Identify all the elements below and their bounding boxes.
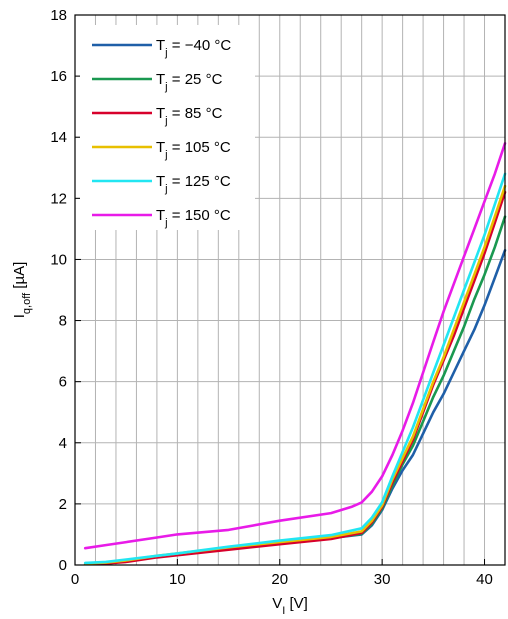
y-tick-label: 18 [50, 7, 67, 24]
legend-box [80, 25, 255, 230]
y-tick-label: 16 [50, 68, 67, 85]
x-tick-label: 20 [271, 571, 288, 588]
series-lines [83, 142, 507, 566]
legend: Tj = −40 °C Tj = 25 °C Tj = 85 °C Tj = 105 … [80, 25, 255, 230]
y-tick-label: 10 [50, 251, 67, 268]
y-axis-label: Iq,off [µA] [11, 262, 33, 319]
x-axis-label-unit: [V] [285, 595, 308, 612]
axis-ticks: 0 10 20 30 40 0 2 4 6 8 10 12 14 16 18 [50, 7, 493, 588]
x-tick-label: 30 [374, 571, 391, 588]
x-axis-label-main: V [272, 595, 282, 612]
x-tick-label: 0 [71, 571, 79, 588]
legend-entry-label: Tj = −40 °C [156, 37, 231, 59]
x-tick-label: 10 [169, 571, 186, 588]
y-axis-label-unit: [µA] [11, 262, 28, 293]
y-axis-label-main: I [11, 314, 28, 318]
y-tick-label: 14 [50, 129, 67, 146]
plot-frame [74, 14, 506, 566]
legend-entry-label: Tj = 105 °C [156, 139, 231, 161]
y-axis-label-sub: q,off [21, 292, 33, 314]
series-line [83, 172, 507, 565]
series-line [83, 142, 507, 550]
y-tick-label: 6 [59, 374, 67, 391]
y-tick-label: 8 [59, 313, 67, 330]
legend-entry-label: Tj = 150 °C [156, 207, 231, 229]
x-axis-label: VI [V] [272, 595, 308, 617]
x-tick-label: 40 [476, 571, 493, 588]
legend-entry-label: Tj = 25 °C [156, 71, 223, 93]
x-axis-label-sub: I [282, 605, 285, 617]
legend-entry-label: Tj = 85 °C [156, 105, 223, 127]
y-tick-label: 0 [59, 557, 67, 574]
y-tick-label: 2 [59, 496, 67, 513]
y-tick-label: 12 [50, 190, 67, 207]
y-tick-label: 4 [59, 435, 67, 452]
legend-entry-label: Tj = 125 °C [156, 173, 231, 195]
